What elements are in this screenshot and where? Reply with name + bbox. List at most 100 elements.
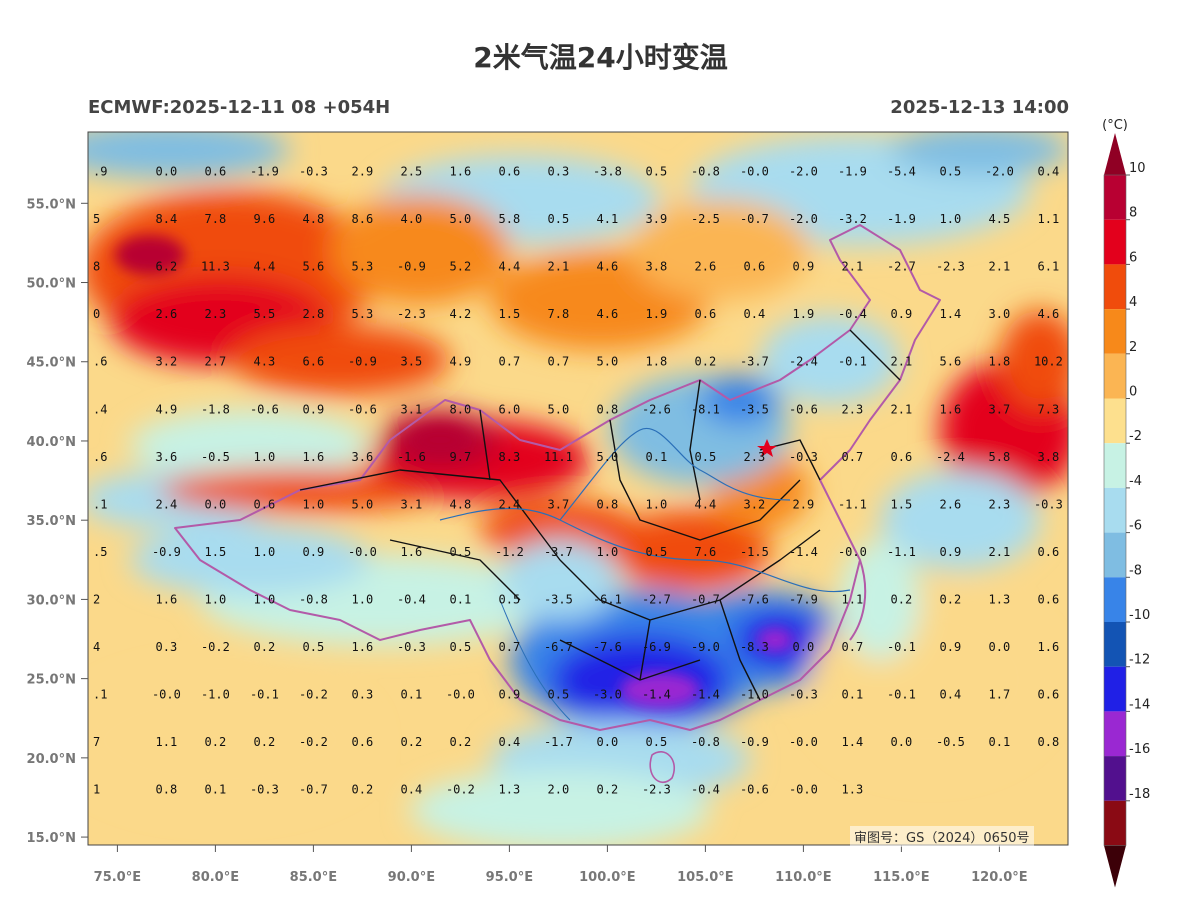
grid-value-label: 3.0 (989, 307, 1011, 321)
grid-value-label: -0.0 (152, 687, 181, 701)
grid-value-label: 0.2 (891, 592, 913, 606)
grid-value-label: 7.3 (1038, 402, 1060, 416)
grid-value-label: 0.9 (793, 260, 815, 274)
grid-value-label: 7.6 (695, 545, 717, 559)
beijing-star-icon (757, 439, 777, 457)
grid-value-label: -3.2 (838, 212, 867, 226)
grid-value-label: 5.5 (254, 307, 276, 321)
grid-value-label: 8.3 (499, 450, 521, 464)
colorbar-swatch (1104, 666, 1126, 712)
grid-value-label: 0.6 (744, 260, 766, 274)
grid-value-label: 2.6 (695, 260, 717, 274)
grid-value-label: 0.8 (597, 497, 619, 511)
grid-value-label: 4.6 (597, 260, 619, 274)
grid-value-label: 8.6 (352, 212, 374, 226)
grid-value-label: 2.1 (842, 260, 864, 274)
model-run-label: ECMWF:2025-12-11 08 +054H (88, 97, 391, 118)
grid-value-label: -0.9 (740, 735, 769, 749)
grid-value-label: 0.6 (352, 735, 374, 749)
grid-value-label: 0.7 (499, 355, 521, 369)
grid-value-label: -0.3 (250, 783, 279, 797)
grid-value-label: 3.1 (401, 402, 423, 416)
grid-value-label: -0.2 (446, 783, 475, 797)
grid-value-label: 2.3 (989, 497, 1011, 511)
grid-value-label: 7.8 (205, 212, 227, 226)
grid-value-label: -1.4 (691, 687, 720, 701)
grid-value-label: 5.3 (352, 307, 374, 321)
grid-value-label: 4.1 (597, 212, 619, 226)
grid-value-label: 1.6 (1038, 640, 1060, 654)
grid-value-label: -1.5 (740, 545, 769, 559)
grid-value-label: 0.2 (940, 592, 962, 606)
grid-value-label: 5.2 (450, 260, 472, 274)
colorbar-swatch (1104, 175, 1126, 220)
grid-value-label: 2.3 (744, 450, 766, 464)
lat-tick-label: 15.0°N (27, 831, 76, 846)
grid-value-label: 0.5 (499, 592, 521, 606)
grid-value-label: 1.4 (940, 307, 962, 321)
grid-value-label: 2.1 (989, 545, 1011, 559)
grid-value-label: 0.5 (548, 212, 570, 226)
grid-value-label: 4.4 (695, 497, 717, 511)
grid-value-label: -0.0 (446, 687, 475, 701)
grid-value-label: 5.0 (548, 402, 570, 416)
grid-value-label: 0.7 (499, 640, 521, 654)
grid-value-label: .9 (93, 165, 107, 179)
grid-value-label: 3.8 (646, 260, 668, 274)
grid-value-label: 0.5 (695, 450, 717, 464)
grid-value-label: 0.5 (646, 545, 668, 559)
grid-value-label: 0.6 (1038, 592, 1060, 606)
grid-value-label: 4.0 (401, 212, 423, 226)
lon-tick-label: 105.0°E (677, 870, 734, 885)
colorbar-swatch (1104, 264, 1126, 310)
grid-value-label: -1.0 (201, 687, 230, 701)
grid-value-label: 3.7 (548, 497, 570, 511)
grid-value-label: -1.8 (201, 402, 230, 416)
colorbar-label: 4 (1129, 295, 1137, 310)
grid-value-label: -0.7 (691, 592, 720, 606)
grid-value-label: -0.0 (838, 545, 867, 559)
value-labels: .9 0.0 0.6 -1.9 -0.3 2.9 2.5 1.6 0.6 0.3 -3.8 0.5 -0… (93, 165, 1063, 797)
grid-value-label: 0.1 (842, 687, 864, 701)
grid-value-label: 2.9 (793, 497, 815, 511)
colorbar-label: -12 (1129, 653, 1150, 668)
lat-tick-label: 25.0°N (27, 673, 76, 688)
colorbar-frame (1103, 174, 1127, 846)
grid-value-label: 5.0 (597, 450, 619, 464)
colorbar-label: 10 (1129, 161, 1146, 176)
grid-value-label: -2.0 (789, 165, 818, 179)
colorbar-swatch (1104, 577, 1126, 622)
grid-value-label: 0.6 (254, 497, 276, 511)
grid-value-label: 0.7 (842, 640, 864, 654)
grid-value-label: 4 (93, 640, 100, 654)
colorbar-swatch (1104, 711, 1126, 757)
grid-value-label: -0.9 (348, 355, 377, 369)
grid-value-label: 0.2 (254, 735, 276, 749)
grid-value-label: 3.8 (1038, 450, 1060, 464)
grid-value-label: 1.8 (646, 355, 668, 369)
grid-value-label: 0.1 (450, 592, 472, 606)
grid-value-label: 0.8 (597, 402, 619, 416)
grid-value-label: 4.4 (499, 260, 521, 274)
grid-value-label: -2.7 (642, 592, 671, 606)
grid-value-label: -7.6 (740, 592, 769, 606)
map-approval-number: 审图号：GS（2024）0650号 (850, 826, 1034, 847)
grid-value-label: 5.6 (303, 260, 325, 274)
grid-value-label: 2.1 (891, 355, 913, 369)
lon-tick-label: 75.0°E (94, 870, 141, 885)
grid-value-label: 0.2 (352, 783, 374, 797)
grid-value-label: 0.5 (450, 640, 472, 654)
grid-value-label: 6.0 (499, 402, 521, 416)
grid-value-label: 0.5 (548, 687, 570, 701)
colorbar-swatch (1104, 487, 1126, 533)
grid-value-label: 0.1 (989, 735, 1011, 749)
grid-value-label: -0.3 (299, 165, 328, 179)
grid-value-label: .1 (93, 687, 107, 701)
grid-value-label: 3.9 (646, 212, 668, 226)
grid-value-label: 1.0 (646, 497, 668, 511)
grid-value-label: -0.1 (887, 687, 916, 701)
grid-value-label: 2.6 (940, 497, 962, 511)
grid-value-label: 1.0 (205, 592, 227, 606)
grid-value-label: -2.5 (691, 212, 720, 226)
grid-value-label: -1.6 (397, 450, 426, 464)
